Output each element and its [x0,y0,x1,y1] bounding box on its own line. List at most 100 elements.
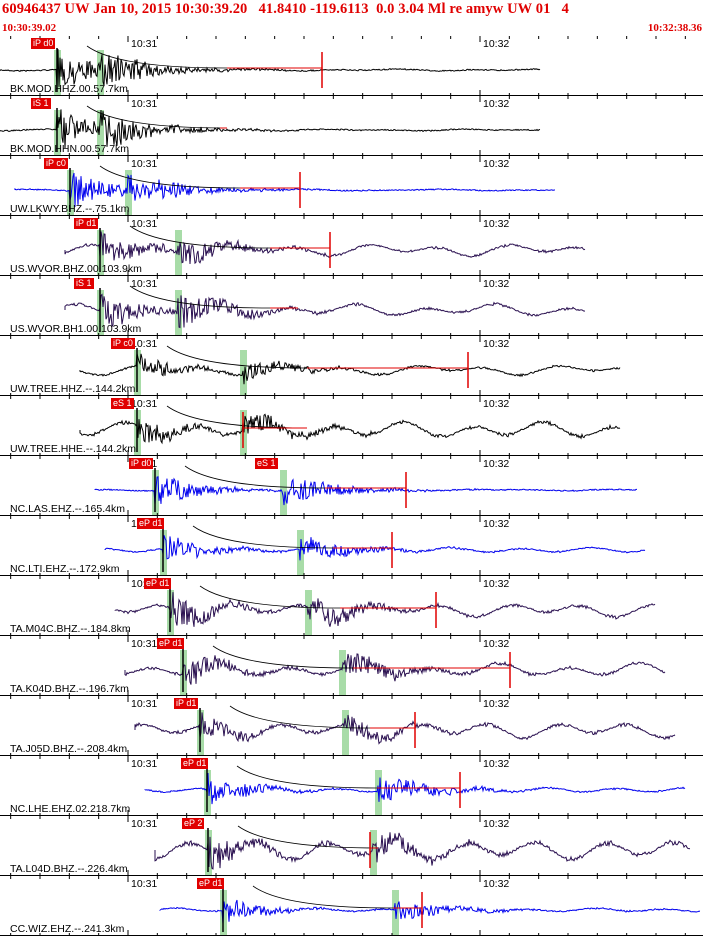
station-channel-label: BK.MOD.HHN.00.57.7km [10,143,130,155]
waveform-trace [114,592,656,627]
phase-pick-label[interactable]: eP d1 [181,758,209,769]
waveform-plot [0,396,703,456]
station-channel-label: UW.TREE.HHZ.--.144.2km [10,383,136,395]
time-tick-label: 10:31 [131,758,158,770]
waveform-trace [159,899,701,924]
time-tick-label: 10:31 [131,818,158,830]
phase-pick-label[interactable]: iS 1 [74,278,94,289]
window-end-time: 10:32:38.36 [647,22,702,34]
station-channel-label: US.WVOR.BHZ.00.103.9km [10,263,142,275]
seismogram-panel: 10:31 10:32 iS 1 US.WVOR.BH1.00.103.9km [0,276,703,336]
station-channel-label: UW.LKWY.BHZ.--.75.1km [10,203,130,215]
seismogram-panel: 10:31 10:32 iP d1 TA.J05D.BHZ.--.208.4km [0,696,703,756]
waveform-plot [0,876,703,936]
waveform-plot [0,696,703,756]
waveform-trace [124,653,666,685]
phase-pick-label[interactable]: iP c0 [44,158,68,169]
station-channel-label: TA.L04D.BHZ.--.226.4km [10,863,128,875]
seismogram-panels: 10:31 10:32 iP d0 BK.MOD.HHZ.00.57.7km 10:31… [0,36,703,938]
phase-pick-label[interactable]: iP d1 [74,218,99,229]
time-tick-label: 10:31 [131,218,158,230]
seismogram-panel: 10:31 10:32 eP d1 TA.K04D.BHZ.--.196.7km [0,636,703,696]
waveform-trace [134,712,676,745]
phase-pick-label[interactable]: iP d0 [31,38,56,49]
station-channel-label: BK.MOD.HHZ.00.57.7km [10,83,128,95]
waveform-plot [0,156,703,216]
station-channel-label: TA.M04C.BHZ.--.184.8km [10,623,131,635]
waveform-plot [0,336,703,396]
time-tick-label: 10:31 [131,638,158,650]
time-tick-label: 10:32 [483,398,510,410]
time-tick-label: 10:32 [483,38,510,50]
time-tick-label: 10:31 [131,38,158,50]
waveform-plot [0,516,703,576]
seismogram-panel: 10:31 10:32 eP 2 TA.L04D.BHZ.--.226.4km [0,816,703,876]
seismogram-panel: 10:31 10:32 iP d1 US.WVOR.BHZ.00.103.9km [0,216,703,276]
seismogram-panel: 10:31 10:32 eP d1 NC.LHE.EHZ.02.218.7km [0,756,703,816]
time-tick-label: 10:32 [483,338,510,350]
station-channel-label: TA.K04D.BHZ.--.196.7km [10,683,129,695]
time-tick-label: 10:31 [131,878,158,890]
phase-pick-label[interactable]: eP d1 [144,578,172,589]
phase-pick-label[interactable]: iP c0 [111,338,135,349]
station-channel-label: NC.LHE.EHZ.02.218.7km [10,803,131,815]
waveform-plot [0,576,703,636]
time-tick-label: 10:31 [131,698,158,710]
time-tick-label: 10:32 [483,878,510,890]
time-tick-label: 10:32 [483,218,510,230]
time-tick-label: 10:32 [483,638,510,650]
waveform-trace [94,476,637,506]
station-channel-label: UW.TREE.HHE.--.144.2km [10,443,137,455]
station-channel-label: US.WVOR.BH1.00.103.9km [10,323,142,335]
time-tick-label: 10:31 [131,158,158,170]
seismogram-panel: 10:31 10:32 iP d0 BK.MOD.HHZ.00.57.7km [0,36,703,96]
waveform-trace [14,172,555,207]
phase-pick-label[interactable]: eP d1 [157,638,185,649]
time-tick-label: 10:32 [483,458,510,470]
waveform-trace [64,293,586,329]
waveform-trace [79,413,621,445]
station-channel-label: TA.J05D.BHZ.--.208.4km [10,743,128,755]
phase-pick-label[interactable]: eP d1 [197,878,225,889]
phase-pick-label[interactable]: eS 1 [255,458,278,469]
waveform-trace [144,772,686,805]
time-tick-label: 10:32 [483,698,510,710]
event-header-title: 60946437 UW Jan 10, 2015 10:30:39.20 41.… [2,1,569,17]
waveform-plot [0,36,703,96]
phase-window-marker [342,710,349,756]
phase-pick-label[interactable]: iP d0 [129,458,154,469]
seismogram-panel: 10:31 10:32 eS 1 UW.TREE.HHE.--.144.2km [0,396,703,456]
phase-window-marker [97,110,104,156]
time-tick-label: 10:31 [131,278,158,290]
station-channel-label: NC.LAS.EHZ.--.165.4km [10,503,125,515]
time-tick-label: 10:31 [131,398,158,410]
phase-pick-label[interactable]: iP d1 [174,698,199,709]
waveform-trace [154,832,691,870]
phase-pick-label[interactable]: eP d1 [137,518,165,529]
window-start-time: 10:30:39.02 [2,22,57,34]
waveform-trace [104,535,646,561]
phase-window-marker [339,650,346,696]
station-channel-label: CC.WIZ.EHZ.--.241.3km [10,923,125,935]
phase-window-marker [370,830,377,876]
waveform-plot [0,216,703,276]
waveform-plot [0,816,703,876]
seismogram-panel: 10:31 10:32 iS 1 BK.MOD.HHN.00.57.7km [0,96,703,156]
phase-pick-label[interactable]: eP 2 [182,818,205,829]
waveform-plot [0,456,703,516]
phase-window-marker [280,470,287,516]
time-tick-label: 10:32 [483,98,510,110]
time-tick-label: 10:32 [483,518,510,530]
seismogram-panel: 10:31 10:32 iP c0 UW.TREE.HHZ.--.144.2km [0,336,703,396]
waveform-plot [0,96,703,156]
phase-pick-label[interactable]: eS 1 [111,398,134,409]
phase-pick-label[interactable]: iS 1 [31,98,51,109]
seismogram-panel: 10:31 10:32 iP c0 UW.LKWY.BHZ.--.75.1km [0,156,703,216]
time-tick-label: 10:31 [131,98,158,110]
waveform-plot [0,636,703,696]
time-tick-label: 10:32 [483,818,510,830]
time-tick-label: 10:32 [483,278,510,290]
phase-window-marker [97,50,104,96]
